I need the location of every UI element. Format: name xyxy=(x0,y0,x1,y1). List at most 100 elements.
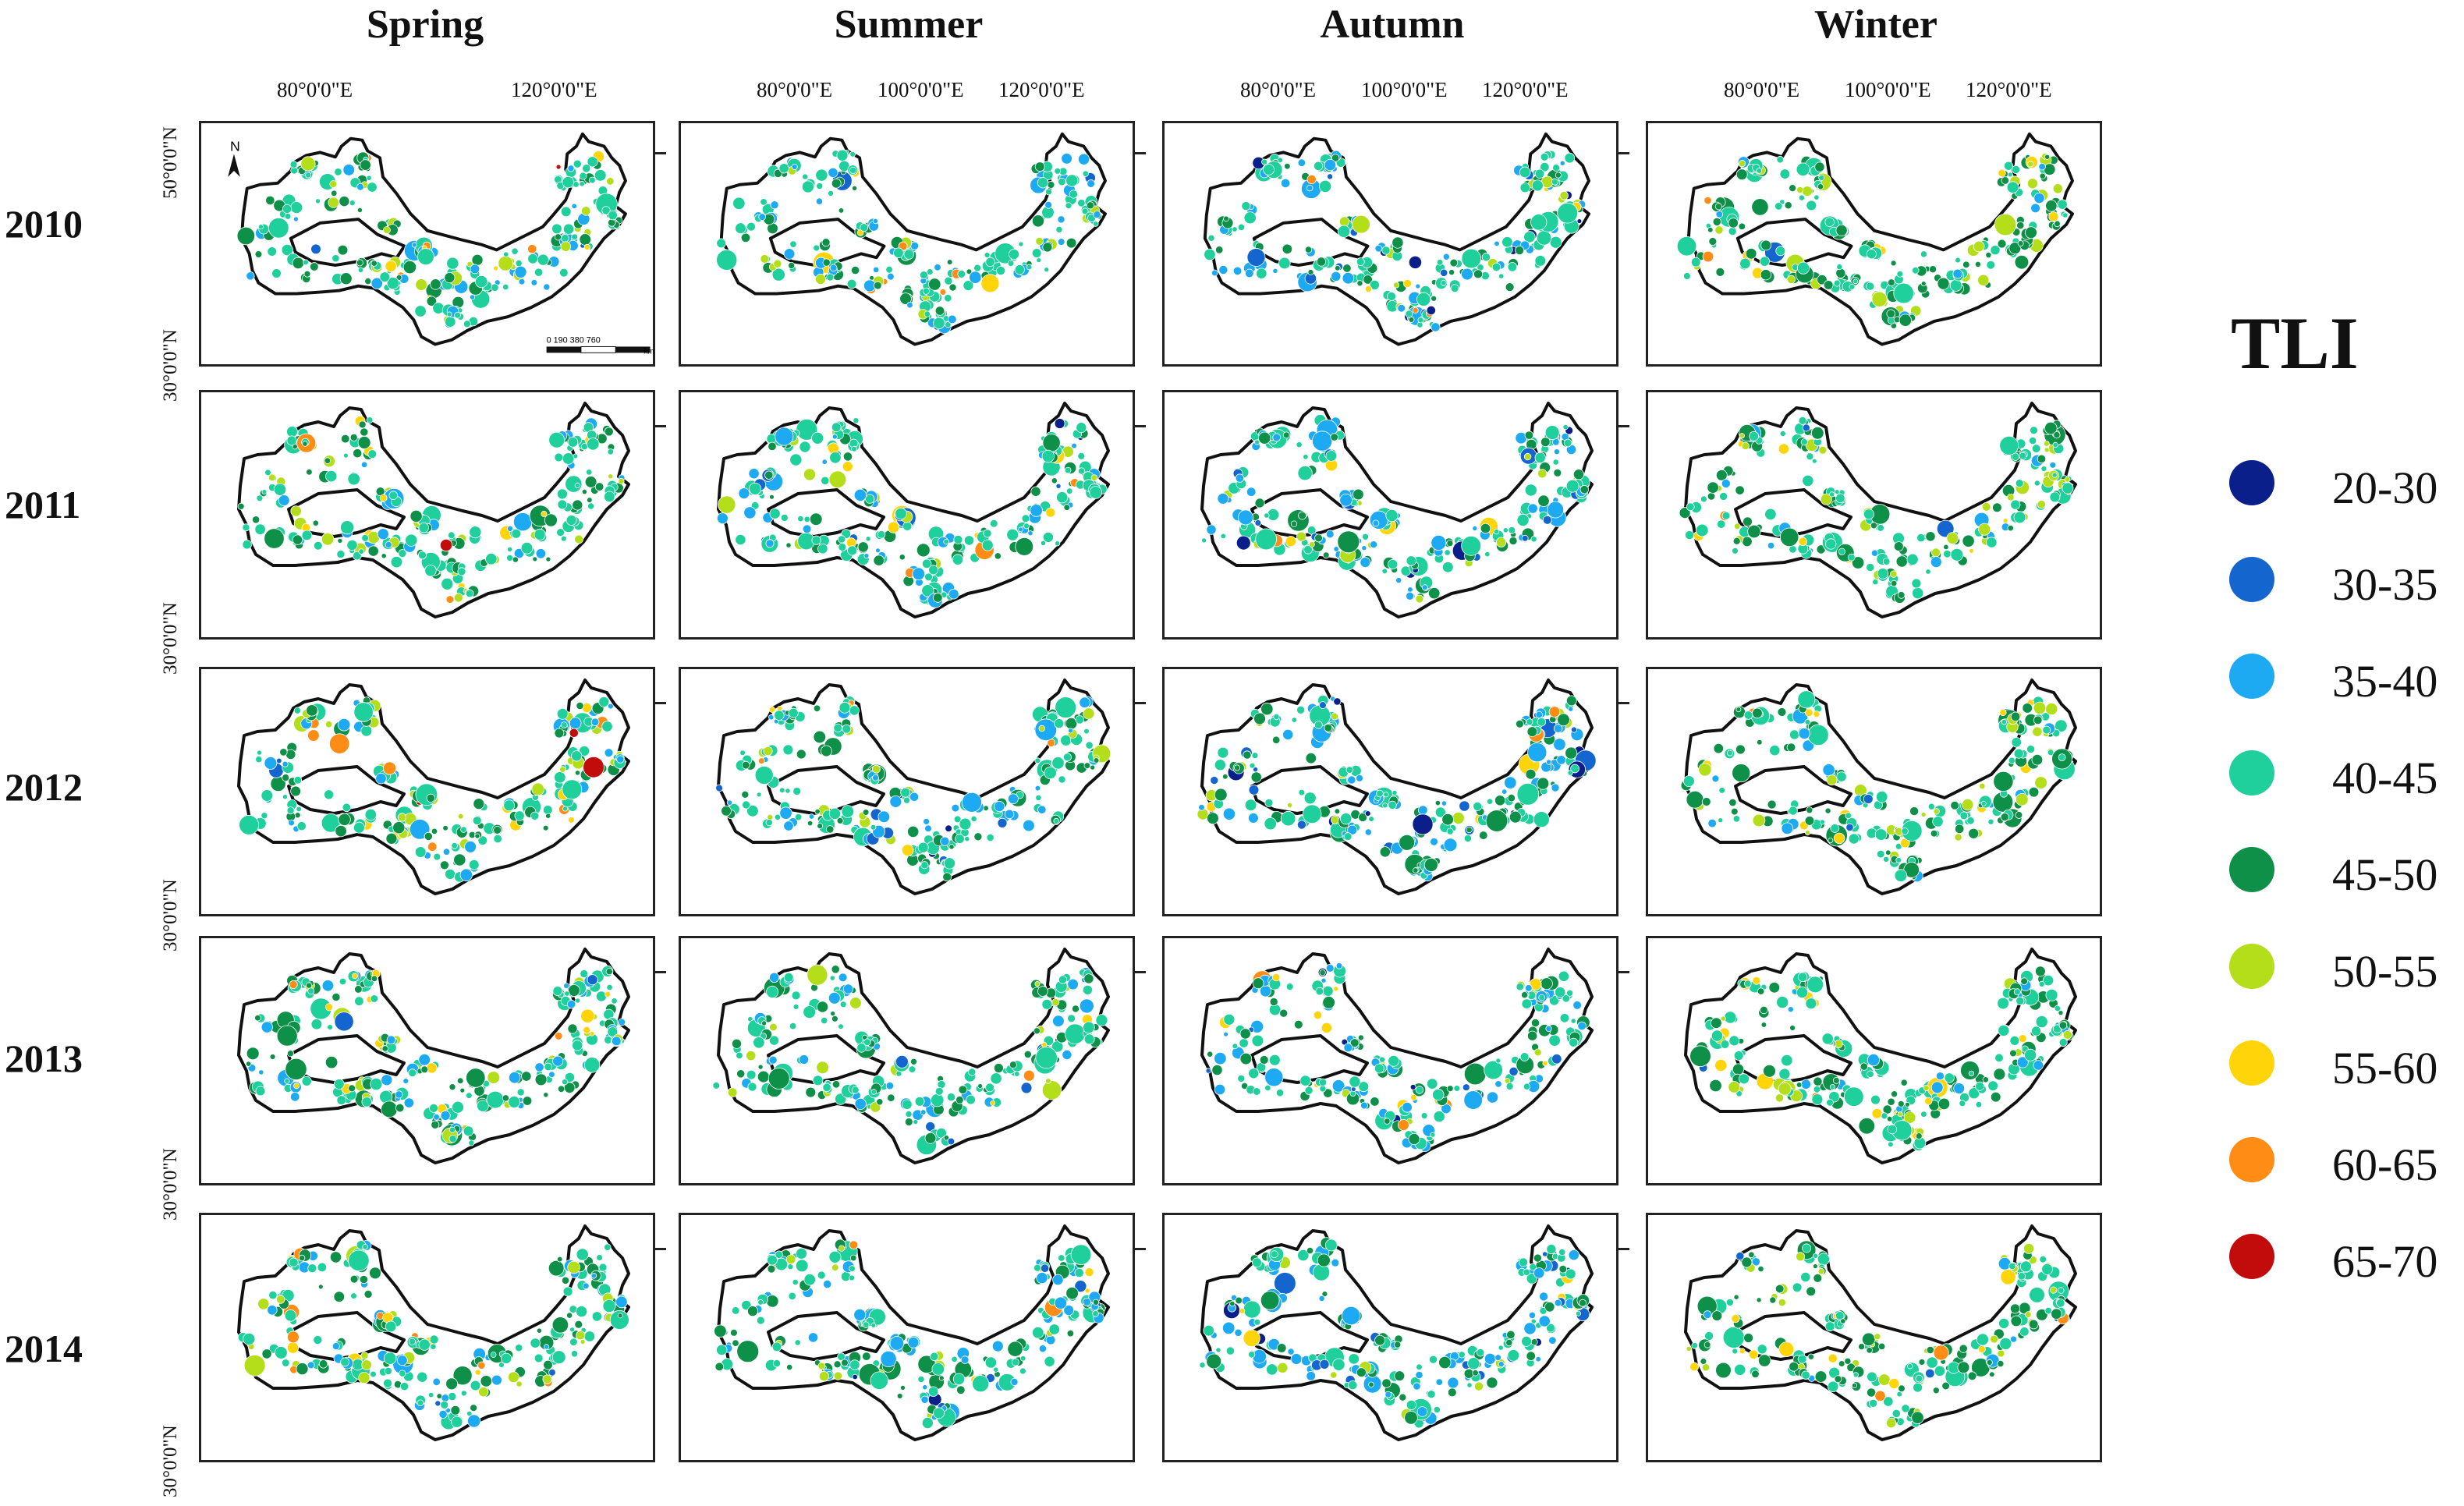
lake-point xyxy=(1685,530,1695,540)
lake-point xyxy=(1552,459,1559,466)
lake-point xyxy=(1259,1055,1269,1065)
lake-point xyxy=(370,1078,383,1091)
lake-point xyxy=(279,748,288,757)
lake-point xyxy=(1235,473,1245,483)
graticule-tick xyxy=(1618,1248,1629,1250)
lake-point xyxy=(1270,1250,1278,1259)
lake-point xyxy=(944,294,952,303)
lake-point xyxy=(989,519,998,528)
lake-point xyxy=(1246,248,1266,267)
lake-point xyxy=(2011,737,2022,748)
lake-point xyxy=(993,1366,999,1373)
lake-point xyxy=(1732,815,1741,823)
lake-point xyxy=(802,524,812,534)
lake-point xyxy=(1058,177,1066,186)
lake-point xyxy=(1721,511,1731,520)
lake-point xyxy=(1394,1370,1406,1382)
lake-point xyxy=(472,816,482,826)
lake-point xyxy=(2030,1026,2041,1036)
lake-point xyxy=(583,1057,601,1073)
lake-point xyxy=(1384,1391,1392,1398)
lake-point xyxy=(964,836,970,842)
lake-point xyxy=(1034,161,1045,172)
lake-point xyxy=(1381,1378,1392,1388)
lake-point xyxy=(1802,1243,1812,1253)
map-svg xyxy=(715,679,1111,895)
lake-point xyxy=(511,247,519,255)
lake-point xyxy=(1282,728,1294,741)
lake-point xyxy=(1553,738,1566,751)
lake-point xyxy=(1554,1299,1562,1307)
lake-point xyxy=(562,175,574,189)
lake-point xyxy=(1897,1111,1903,1118)
lake-point xyxy=(1899,314,1912,327)
lake-point xyxy=(1484,551,1491,558)
lake-point xyxy=(853,488,867,501)
lake-point xyxy=(574,770,581,776)
lake-point xyxy=(1244,799,1257,812)
lake-point xyxy=(587,438,600,451)
lake-point xyxy=(1825,538,1837,550)
lake-point xyxy=(474,833,480,839)
lake-point xyxy=(1068,728,1074,734)
lake-point xyxy=(1805,708,1813,717)
lake-point xyxy=(353,551,362,561)
lake-point xyxy=(1548,1336,1557,1345)
lake-point xyxy=(1829,491,1835,498)
lake-point xyxy=(767,1254,778,1266)
lake-point xyxy=(1826,774,1838,786)
scale-bar-ticks: 0 190 380 760 xyxy=(547,336,601,345)
lake-point xyxy=(1324,1238,1338,1252)
lake-point xyxy=(1322,996,1335,1009)
lake-point xyxy=(1334,808,1341,815)
lake-point xyxy=(1774,1093,1785,1103)
lake-point xyxy=(397,813,406,822)
lake-point xyxy=(444,272,456,284)
lake-point xyxy=(838,543,847,551)
lake-point xyxy=(445,595,455,604)
year-label-2011: 2011 xyxy=(5,483,81,526)
lake-point xyxy=(572,499,583,511)
lake-point xyxy=(726,799,733,806)
lake-point xyxy=(1263,164,1275,175)
lake-point xyxy=(581,206,591,216)
lake-point xyxy=(768,706,776,713)
lake-point xyxy=(1031,214,1045,228)
lake-point xyxy=(418,1054,431,1066)
lake-point xyxy=(768,441,777,452)
lake-point xyxy=(493,834,502,844)
lake-point xyxy=(1789,545,1797,554)
lake-point xyxy=(1234,1328,1243,1337)
lake-point xyxy=(1925,569,1931,575)
lake-point xyxy=(1538,1315,1551,1327)
lake-point xyxy=(1858,1117,1876,1135)
lake-point xyxy=(1990,1091,2001,1103)
lake-point xyxy=(1558,970,1569,982)
lake-point xyxy=(370,1370,377,1378)
lake-point xyxy=(292,444,298,450)
lake-point xyxy=(424,564,437,577)
lake-point xyxy=(1898,1384,1906,1393)
lake-point xyxy=(1760,239,1772,251)
lake-point xyxy=(2031,753,2044,766)
lake-point xyxy=(921,1416,934,1429)
lake-point xyxy=(980,274,1000,293)
lake-point xyxy=(1802,423,1810,432)
lake-point xyxy=(957,270,966,278)
lake-point xyxy=(902,1099,913,1110)
lake-point xyxy=(1321,1022,1332,1034)
lake-point xyxy=(1836,264,1843,271)
lake-point xyxy=(1034,718,1058,741)
lake-point xyxy=(862,1352,871,1361)
lake-point xyxy=(1568,1249,1579,1261)
lake-point xyxy=(548,1368,556,1377)
map-panel-2013-summer xyxy=(679,936,1135,1185)
lake-point xyxy=(325,470,338,483)
lake-point xyxy=(1545,759,1552,765)
map-panel-2010-autumn xyxy=(1162,121,1618,367)
lake-point xyxy=(1058,775,1066,784)
lake-point xyxy=(1756,168,1763,174)
lake-point xyxy=(754,765,774,785)
lake-point xyxy=(990,1100,996,1106)
lake-point xyxy=(738,487,750,500)
